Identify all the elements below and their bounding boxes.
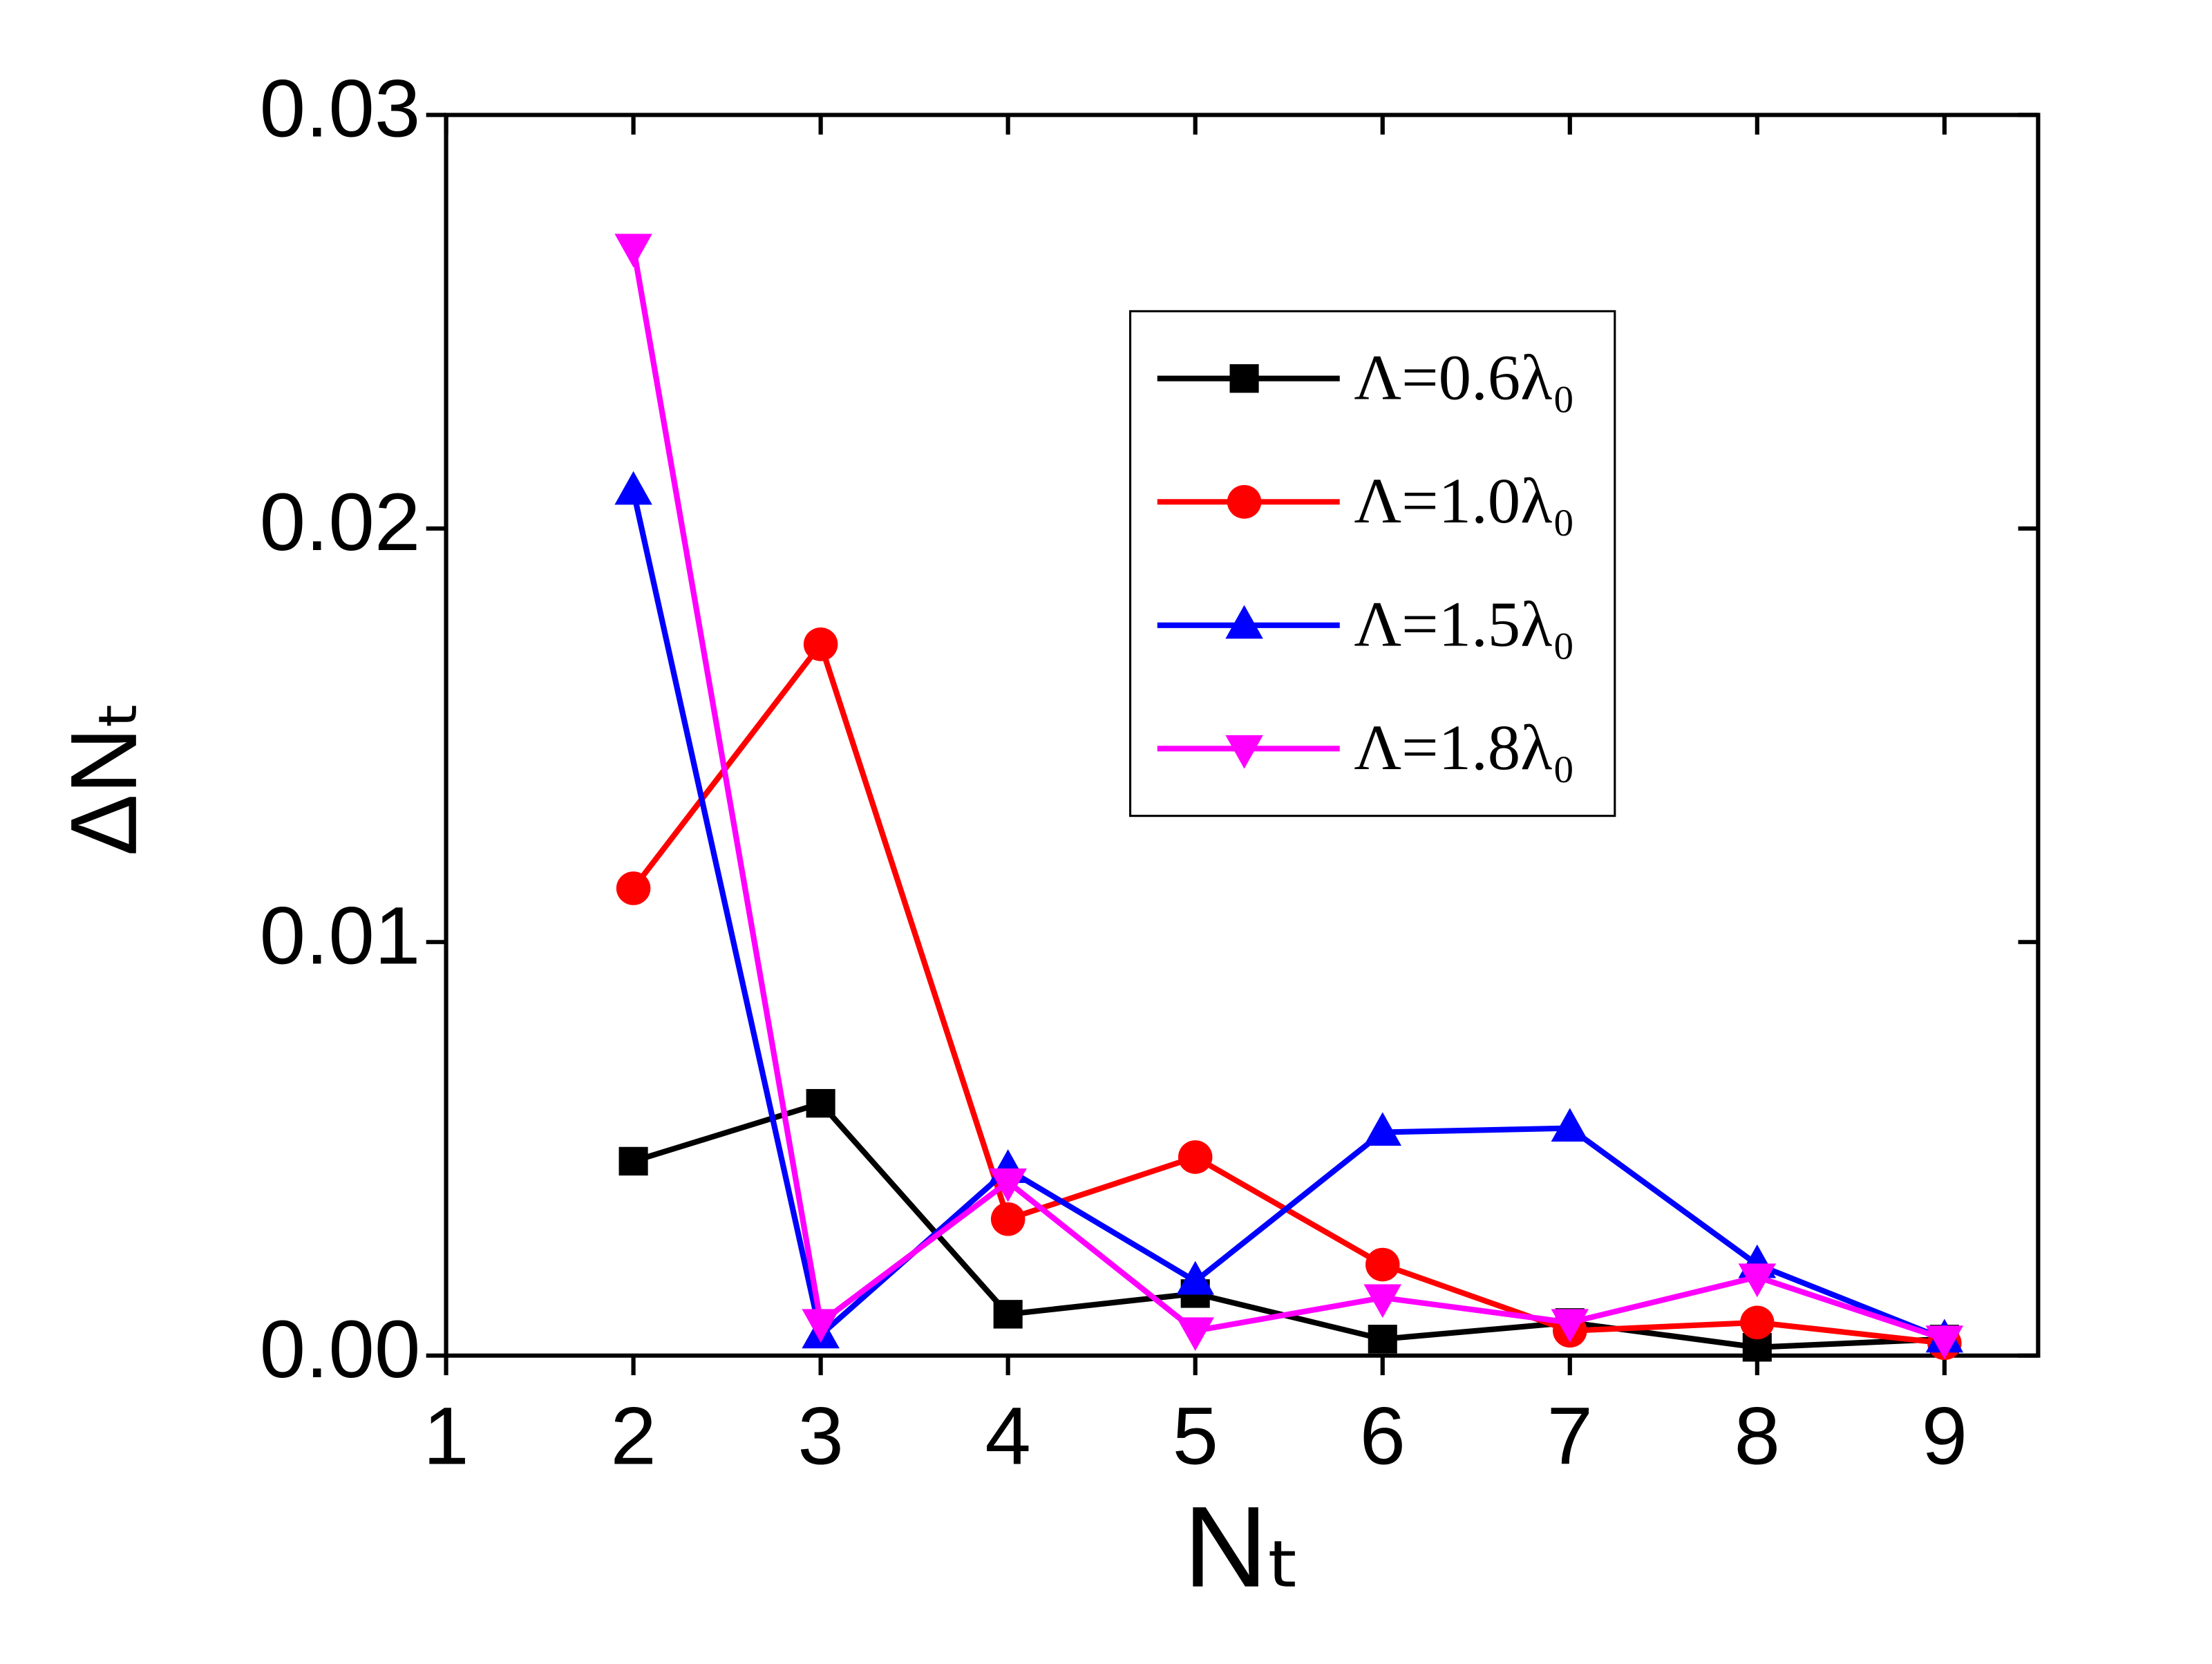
x-tick-label: 9 xyxy=(1922,1391,1968,1482)
x-tick-label: 2 xyxy=(610,1391,656,1482)
marker xyxy=(616,871,651,905)
marker xyxy=(802,1309,840,1343)
legend-label: Λ=1.5λ₀ xyxy=(1354,589,1575,660)
marker xyxy=(1363,1284,1401,1318)
x-tick-label: 1 xyxy=(423,1391,469,1482)
marker xyxy=(993,1300,1023,1329)
marker xyxy=(1740,1305,1775,1340)
legend-label: Λ=1.8λ₀ xyxy=(1354,712,1575,784)
marker xyxy=(1363,1112,1401,1146)
marker xyxy=(1551,1108,1589,1142)
y-tick-label: 0.00 xyxy=(260,1305,421,1395)
marker xyxy=(1738,1263,1777,1298)
marker xyxy=(1368,1325,1397,1354)
marker xyxy=(1176,1317,1214,1352)
marker xyxy=(1178,1140,1213,1174)
x-tick-label: 6 xyxy=(1359,1391,1406,1482)
series-line xyxy=(630,491,1946,1342)
y-tick-label: 0.01 xyxy=(260,891,421,981)
marker xyxy=(618,1146,648,1176)
y-axis-label: ΔNₜ xyxy=(51,700,156,856)
marker xyxy=(1227,484,1262,519)
marker xyxy=(1225,735,1263,769)
marker xyxy=(614,471,652,505)
x-tick-label: 8 xyxy=(1734,1391,1781,1482)
x-tick-label: 4 xyxy=(985,1391,1031,1482)
x-axis-label: Nₜ xyxy=(1183,1482,1302,1611)
series-line xyxy=(630,247,1946,1342)
x-tick-label: 7 xyxy=(1547,1391,1594,1482)
marker xyxy=(1365,1247,1400,1282)
marker xyxy=(1176,1260,1214,1295)
marker xyxy=(989,1168,1027,1202)
marker xyxy=(990,1202,1025,1236)
plot-frame xyxy=(444,113,2041,1358)
y-tick-label: 0.02 xyxy=(260,478,421,568)
marker xyxy=(806,1088,835,1118)
marker xyxy=(1551,1309,1589,1343)
legend-label: Λ=0.6λ₀ xyxy=(1354,342,1575,413)
x-tick-label: 5 xyxy=(1172,1391,1218,1482)
marker xyxy=(1229,364,1259,393)
series-line xyxy=(631,638,1945,1346)
legend-label: Λ=1.0λ₀ xyxy=(1354,465,1575,536)
marker xyxy=(1225,605,1263,639)
marker xyxy=(803,627,838,661)
marker xyxy=(1925,1325,1964,1359)
marker xyxy=(614,234,652,268)
legend-box xyxy=(1129,310,1616,817)
x-tick-label: 3 xyxy=(797,1391,844,1482)
y-tick-label: 0.03 xyxy=(260,64,421,154)
